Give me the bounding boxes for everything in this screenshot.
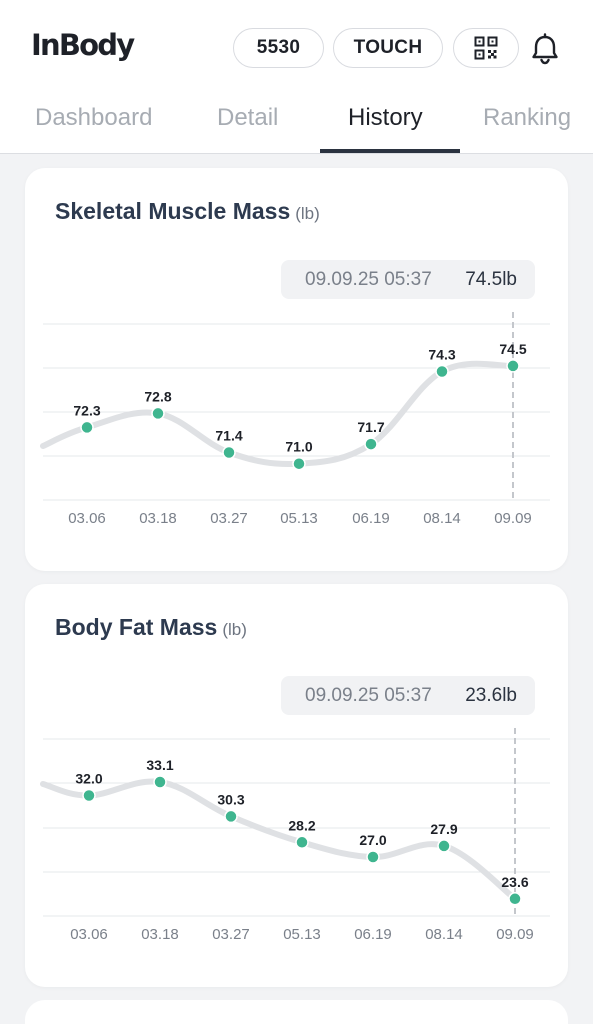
data-label: 71.0: [285, 439, 312, 455]
data-label: 71.4: [215, 428, 242, 444]
skeletal-muscle-chart[interactable]: 72.3 72.8 71.4 71.0 71.7 74.3 74.5 03.06 03.18 03…: [25, 312, 568, 542]
tab-ranking[interactable]: Ranking: [483, 104, 572, 131]
data-point: [508, 892, 522, 906]
x-tick-label: 06.19: [352, 510, 390, 527]
body-fat-chart[interactable]: 32.0 33.1 30.3 28.2 27.0 27.9 23.6 03.06 03.18 03…: [25, 728, 568, 958]
tooltip-value: 23.6lb: [465, 685, 517, 706]
data-point: [292, 456, 306, 471]
data-point: [80, 420, 94, 435]
data-point: [82, 788, 96, 803]
data-label: 23.6: [501, 874, 528, 890]
x-tick-label: 09.09: [494, 510, 532, 527]
data-label: 74.3: [428, 347, 455, 363]
data-point: [222, 445, 236, 460]
value-tooltip: 09.09.25 05:37 74.5lb: [281, 260, 535, 299]
data-point: [366, 850, 380, 864]
x-tick-label: 03.27: [210, 510, 248, 527]
x-tick-label: 09.09: [496, 926, 534, 943]
qr-button[interactable]: [453, 28, 519, 68]
x-tick-label: 05.13: [280, 510, 318, 527]
top-bar: InBody 5530 TOUCH: [0, 0, 593, 96]
card-unit: (lb): [222, 620, 247, 639]
data-label: 72.3: [73, 402, 100, 418]
data-point: [364, 437, 378, 451]
card-title-text: Body Fat Mass: [55, 614, 218, 640]
card-title-text: Skeletal Muscle Mass: [55, 198, 291, 224]
x-tick-label: 03.06: [68, 510, 106, 527]
x-tick-label: 03.27: [212, 926, 250, 943]
data-label: 27.0: [359, 832, 386, 848]
bell-icon[interactable]: [528, 32, 562, 66]
data-label: 72.8: [144, 388, 171, 404]
x-tick-label: 03.18: [139, 510, 177, 527]
body-fat-card: Body Fat Mass (lb) 09.09.25 05:37 23.6lb …: [25, 584, 568, 987]
tooltip-date: 09.09.25 05:37: [305, 685, 432, 706]
card-unit: (lb): [295, 204, 320, 223]
data-point: [151, 406, 165, 421]
tab-detail[interactable]: Detail: [217, 104, 279, 131]
data-label: 74.5: [499, 341, 526, 357]
data-point: [506, 359, 520, 373]
tab-dashboard[interactable]: Dashboard: [35, 104, 153, 131]
x-tick-label: 08.14: [423, 510, 461, 527]
tooltip-date: 09.09.25 05:37: [305, 269, 432, 290]
x-tick-label: 03.18: [141, 926, 179, 943]
touch-button[interactable]: TOUCH: [333, 28, 443, 68]
data-point: [224, 809, 238, 824]
data-label: 71.7: [357, 419, 384, 435]
data-point: [435, 364, 449, 379]
qr-code-icon: [474, 36, 498, 60]
data-point: [437, 839, 451, 853]
tooltip-value: 74.5lb: [465, 269, 517, 290]
card-title: Skeletal Muscle Mass (lb): [55, 198, 320, 225]
points-button[interactable]: 5530: [233, 28, 324, 68]
skeletal-muscle-card: Skeletal Muscle Mass (lb) 09.09.25 05:37 …: [25, 168, 568, 571]
data-point: [153, 775, 167, 789]
value-tooltip: 09.09.25 05:37 23.6lb: [281, 676, 535, 715]
data-label: 30.3: [217, 791, 244, 807]
active-tab-indicator: [320, 149, 460, 153]
data-point: [295, 835, 309, 850]
x-tick-label: 05.13: [283, 926, 321, 943]
x-tick-label: 08.14: [425, 926, 463, 943]
inbody-logo[interactable]: InBody: [31, 28, 135, 62]
x-tick-label: 06.19: [354, 926, 392, 943]
x-tick-label: 03.06: [70, 926, 108, 943]
series-line: [40, 360, 516, 468]
data-label: 32.0: [75, 771, 102, 787]
data-label: 27.9: [430, 821, 457, 837]
tab-bar: Dashboard Detail History Ranking: [0, 96, 593, 154]
tab-history[interactable]: History: [348, 104, 423, 131]
data-label: 28.2: [288, 817, 315, 833]
data-label: 33.1: [146, 757, 173, 773]
card-title: Body Fat Mass (lb): [55, 614, 247, 641]
next-card: [25, 1000, 568, 1024]
